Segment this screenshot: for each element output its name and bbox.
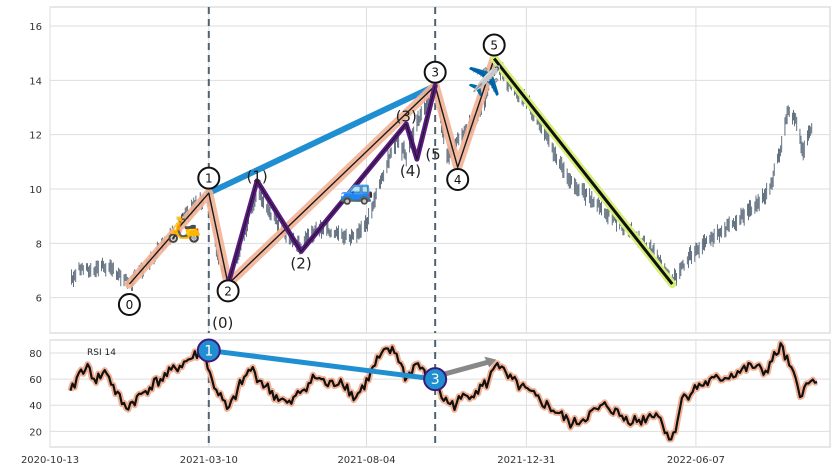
rsi-arrow-head bbox=[484, 356, 497, 368]
x-tick-label: 2020-10-13 bbox=[21, 455, 79, 466]
x-tick-label: 2021-12-31 bbox=[497, 455, 555, 466]
wave-label-0: 0 bbox=[126, 298, 134, 312]
x-tick-label: 2021-03-10 bbox=[180, 455, 238, 466]
rsi-marker-circle bbox=[423, 367, 448, 392]
price-y-tick-label: 10 bbox=[29, 185, 42, 196]
subwave-label: (4) bbox=[400, 162, 421, 180]
wave-label-circle bbox=[482, 33, 506, 57]
rsi-divergence-line bbox=[206, 347, 438, 382]
sub-wave-core bbox=[227, 85, 436, 285]
wave-label-4: 4 bbox=[454, 173, 462, 187]
price-plot-frame bbox=[49, 6, 831, 334]
rsi-marker-label: 1 bbox=[204, 343, 213, 359]
price-y-tick-label: 16 bbox=[29, 22, 42, 33]
x-tick-label: 2022-06-07 bbox=[667, 455, 725, 466]
subwave-label: (3) bbox=[396, 108, 417, 126]
wave-label-circle bbox=[423, 60, 447, 84]
rsi-legend-label: RSI 14 bbox=[87, 348, 116, 358]
rsi-y-tick-label: 40 bbox=[29, 401, 42, 412]
airplane-icon: ✈️ bbox=[467, 63, 502, 97]
correction-line bbox=[493, 57, 674, 286]
trend-line-1-3 bbox=[205, 82, 439, 197]
primary-wave-line bbox=[128, 58, 495, 285]
subwave-label: (5 bbox=[425, 146, 440, 164]
price-y-tick-label: 8 bbox=[36, 239, 42, 250]
rsi-marker-circle bbox=[196, 338, 221, 363]
scooter-icon: 🛵 bbox=[167, 211, 202, 244]
price-y-tick-label: 14 bbox=[29, 76, 42, 87]
rsi-panel: 20 40 60 80 2020-10-13 2021-03-10 2021-08-04 20… bbox=[21, 338, 831, 466]
wave-label-5: 5 bbox=[490, 39, 498, 53]
rsi-y-tick-label: 80 bbox=[29, 349, 42, 360]
subwave-label: (0) bbox=[212, 314, 233, 332]
car-icon: 🚙 bbox=[339, 173, 374, 206]
rsi-line bbox=[69, 342, 818, 441]
rsi-marker-label: 3 bbox=[431, 372, 440, 388]
wave-label-circle bbox=[216, 279, 240, 303]
price-y-tick-label: 6 bbox=[36, 294, 42, 305]
wave-label-2: 2 bbox=[224, 284, 232, 298]
x-tick-label: 2021-08-04 bbox=[337, 455, 395, 466]
price-y-tick-label: 12 bbox=[29, 131, 42, 142]
wave-label-3: 3 bbox=[431, 66, 439, 80]
subwave-label: (2) bbox=[290, 254, 311, 272]
wave-label-circle bbox=[117, 292, 141, 316]
wave-label-circle bbox=[446, 168, 470, 192]
rsi-y-tick-label: 60 bbox=[29, 375, 42, 386]
wave-label-1: 1 bbox=[205, 172, 213, 186]
wave-label-circle bbox=[197, 166, 221, 190]
subwave-label: (1) bbox=[246, 167, 267, 185]
rsi-y-tick-label: 20 bbox=[29, 427, 42, 438]
